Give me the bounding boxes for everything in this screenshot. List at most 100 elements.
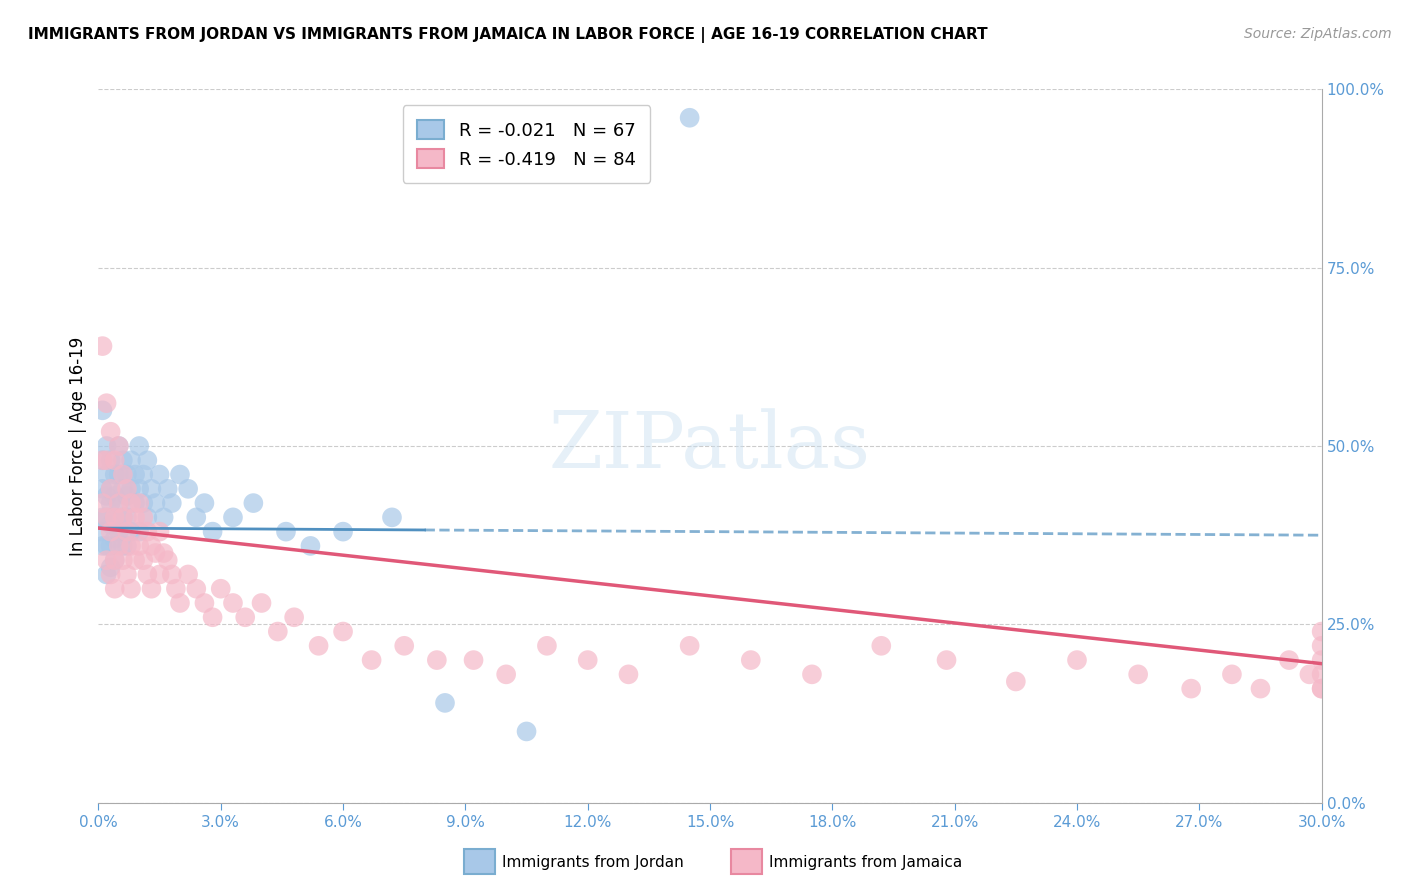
Point (100, 496, 122, 510)
Point (156, 553, 179, 567)
Point (111, 553, 134, 567)
Point (96, 453, 118, 467)
Point (283, 610, 305, 624)
Point (209, 582, 232, 596)
Point (1128, 667, 1150, 681)
Point (136, 453, 159, 467)
Point (299, 539, 322, 553)
Point (132, 467, 155, 482)
Point (1004, 674, 1026, 689)
Point (100, 425, 122, 439)
Point (233, 610, 256, 624)
Point (1310, 624, 1333, 639)
Point (801, 667, 824, 681)
Point (96, 539, 118, 553)
Point (108, 439, 131, 453)
Point (104, 467, 127, 482)
Text: IMMIGRANTS FROM JORDAN VS IMMIGRANTS FROM JAMAICA IN LABOR FORCE | AGE 16-19 COR: IMMIGRANTS FROM JORDAN VS IMMIGRANTS FRO… (28, 27, 988, 43)
Point (392, 639, 416, 653)
Point (111, 510, 134, 524)
Point (108, 496, 131, 510)
Point (156, 482, 179, 496)
Point (96, 510, 118, 524)
Point (740, 653, 762, 667)
Y-axis label: In Labor Force | Age 16-19: In Labor Force | Age 16-19 (69, 336, 87, 556)
Point (141, 539, 163, 553)
Point (177, 567, 200, 582)
Point (434, 696, 457, 710)
Point (136, 524, 159, 539)
Point (115, 524, 138, 539)
Point (96, 396, 118, 410)
Point (136, 567, 159, 582)
Point (141, 482, 163, 496)
Point (104, 453, 127, 467)
Point (177, 482, 200, 496)
Point (91, 510, 114, 524)
Point (100, 524, 122, 539)
Text: Immigrants from Jordan: Immigrants from Jordan (502, 855, 683, 870)
Point (100, 539, 122, 553)
Point (115, 467, 138, 482)
Point (1310, 667, 1333, 681)
Point (870, 639, 893, 653)
Point (1310, 681, 1333, 696)
Point (193, 596, 215, 610)
Point (104, 553, 127, 567)
Point (104, 532, 127, 546)
Point (128, 524, 150, 539)
Point (111, 510, 134, 524)
Point (91, 453, 114, 467)
Point (91, 403, 114, 417)
Point (128, 496, 150, 510)
Point (149, 524, 172, 539)
Point (111, 467, 134, 482)
Point (100, 482, 122, 496)
Point (201, 524, 224, 539)
Point (128, 539, 150, 553)
Point (100, 482, 122, 496)
Point (91, 453, 114, 467)
Point (124, 510, 146, 524)
Point (120, 524, 142, 539)
Point (152, 546, 174, 560)
Point (132, 496, 155, 510)
Point (104, 553, 127, 567)
Point (124, 553, 146, 567)
Point (108, 539, 131, 553)
Point (152, 510, 174, 524)
Point (1249, 681, 1271, 696)
Point (96, 439, 118, 453)
Point (128, 439, 150, 453)
Legend: R = -0.021   N = 67, R = -0.419   N = 84: R = -0.021 N = 67, R = -0.419 N = 84 (404, 105, 650, 183)
Point (1310, 681, 1333, 696)
Point (124, 467, 146, 482)
Point (149, 467, 172, 482)
Point (104, 489, 127, 503)
Point (120, 539, 142, 553)
Point (104, 582, 127, 596)
Point (111, 453, 134, 467)
Point (222, 596, 245, 610)
Point (108, 496, 131, 510)
Point (108, 439, 131, 453)
Point (426, 653, 449, 667)
Point (145, 496, 167, 510)
Point (1066, 653, 1088, 667)
Point (360, 653, 382, 667)
Point (115, 489, 138, 503)
Point (381, 510, 404, 524)
Point (111, 482, 134, 496)
Point (120, 496, 142, 510)
Point (91, 496, 114, 510)
Point (193, 496, 215, 510)
Point (89, 524, 111, 539)
Point (1180, 681, 1202, 696)
Point (1220, 667, 1243, 681)
Point (463, 653, 485, 667)
Point (1310, 653, 1333, 667)
Point (91, 539, 114, 553)
Point (115, 510, 138, 524)
Point (1310, 639, 1333, 653)
Point (516, 724, 538, 739)
